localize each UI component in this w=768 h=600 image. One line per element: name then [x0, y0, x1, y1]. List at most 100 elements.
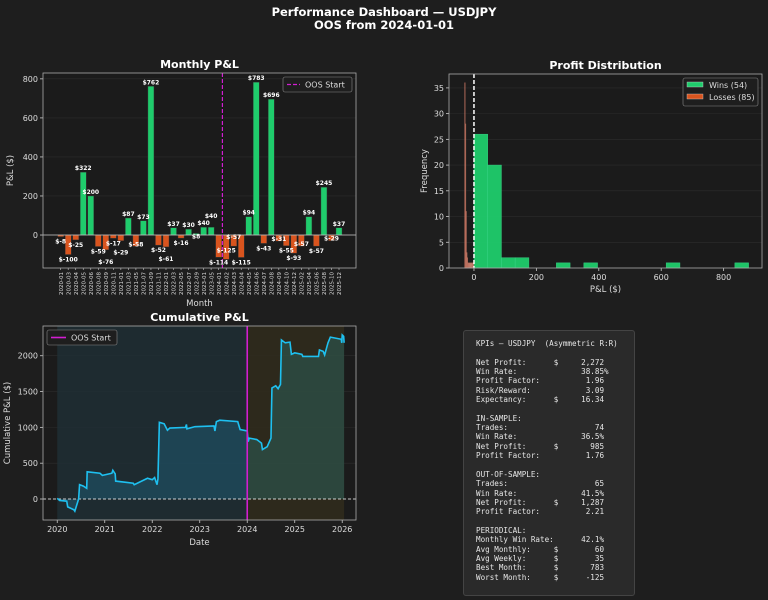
x-tick-label: 2023-05	[209, 272, 215, 295]
bar	[140, 220, 147, 236]
legend-swatch	[686, 93, 704, 100]
x-tick-label: 2025-12	[337, 272, 343, 295]
x-tick-label: 2020-05	[81, 272, 87, 295]
kpi-panel: KPIs — USDJPY (Asymmetric R:R) Net Profi…	[463, 330, 635, 596]
bar-value-label: $-59	[91, 249, 106, 256]
kpi-text: KPIs — USDJPY (Asymmetric R:R) Net Profi…	[476, 339, 618, 582]
x-tick-label: 2024-02	[224, 272, 230, 295]
bar-value-label: $-115	[232, 259, 251, 266]
x-tick-label: 2021-11	[157, 272, 163, 295]
legend: Wins (54) Losses (85)	[682, 77, 759, 107]
chart-title: Cumulative P&L	[150, 311, 249, 324]
x-tick-label: 2021-07	[142, 272, 148, 295]
x-tick-label: 2024-03	[232, 272, 238, 295]
bar	[72, 234, 79, 241]
bar-value-label: $-57	[309, 248, 324, 255]
bar	[147, 86, 155, 236]
bar	[170, 227, 177, 236]
bar-value-label: $37	[333, 221, 346, 228]
x-axis-label: P&L ($)	[590, 285, 621, 295]
bar	[155, 234, 162, 246]
bar-value-label: $8	[192, 233, 200, 240]
y-tick-label: 500	[23, 459, 38, 468]
cumulative-pnl-line	[56, 333, 345, 514]
figure-title: Performance Dashboard — USDJPY	[272, 5, 498, 19]
y-tick-label: 30	[434, 110, 444, 119]
y-tick-label: 0	[439, 264, 444, 273]
out-of-sample-fill	[247, 334, 345, 500]
bar-value-label: $696	[263, 92, 280, 99]
y-tick-label: 15	[434, 187, 444, 196]
y-tick-label: 1500	[18, 388, 38, 397]
win-bin	[514, 257, 530, 269]
win-bin	[734, 262, 749, 269]
x-tick-label: 2020	[47, 525, 67, 534]
x-tick-label: 2020-06	[89, 272, 95, 295]
x-tick-label: 2021	[95, 525, 115, 534]
bar-value-label: $94	[242, 210, 255, 217]
bar-value-label: $30	[182, 222, 195, 229]
bar	[185, 228, 192, 236]
legend-label: OOS Start	[71, 334, 111, 343]
x-tick-label: 2021-09	[149, 272, 155, 295]
x-tick-label: 2022	[142, 525, 162, 534]
x-axis-label: Date	[189, 538, 209, 548]
axes-border	[42, 325, 357, 521]
x-tick-label: 2024-08	[269, 272, 275, 295]
x-tick-label: 2025-10	[330, 272, 336, 295]
y-tick-label: 0	[33, 495, 38, 504]
x-tick-label: 0	[471, 273, 476, 282]
axes-border	[42, 72, 357, 269]
x-tick-label: 2020-01	[59, 272, 65, 295]
in-sample-fill	[57, 420, 248, 512]
bar-value-label: $-76	[98, 259, 113, 266]
x-tick-label: 600	[654, 273, 669, 282]
x-tick-label: 2025-06	[315, 272, 321, 295]
x-tick-label: 2020-11	[112, 272, 118, 295]
legend: OOS Start	[46, 329, 118, 346]
y-tick-label: 600	[23, 114, 38, 123]
bar-value-label: $-58	[128, 241, 143, 248]
x-tick-label: 2025-08	[322, 272, 328, 295]
x-tick-label: 200	[529, 273, 544, 282]
bar-value-label: $322	[75, 165, 92, 172]
bar-value-label: $-52	[151, 247, 166, 254]
bar	[200, 227, 207, 236]
y-tick-label: 1000	[18, 423, 38, 432]
bar	[87, 195, 94, 236]
bar-value-label: $783	[248, 75, 265, 82]
x-tick-label: 2020-08	[96, 272, 102, 295]
bar-value-label: $-57	[226, 234, 241, 241]
x-tick-label: 2025	[285, 525, 305, 534]
bar	[320, 186, 328, 236]
win-bin	[487, 164, 502, 269]
bar	[162, 234, 170, 248]
bar	[110, 234, 117, 239]
bar-value-label: $-114	[209, 259, 228, 266]
legend-label: Losses (85)	[709, 93, 755, 102]
x-tick-label: 2024-07	[262, 272, 268, 295]
bar-value-label: $94	[303, 210, 316, 217]
bar-value-label: $-125	[217, 247, 236, 254]
bar-value-label: $-29	[324, 236, 339, 243]
bar-value-label: $-61	[158, 256, 173, 263]
y-tick-label: 800	[23, 75, 38, 84]
x-tick-label: 2020-04	[74, 272, 80, 295]
win-bin	[501, 257, 516, 269]
x-tick-label: 2021-01	[119, 272, 125, 295]
legend-label: OOS Start	[305, 81, 345, 90]
x-tick-label: 2021-05	[134, 272, 140, 295]
bar	[95, 234, 102, 247]
figure-subtitle: OOS from 2024-01-01	[314, 18, 454, 32]
x-tick-label: 2024-04	[239, 272, 245, 295]
bar	[313, 234, 320, 247]
y-tick-label: 400	[23, 153, 38, 162]
bar-value-label: $87	[122, 211, 135, 218]
bar	[305, 216, 313, 236]
bar-value-label: $40	[197, 220, 210, 227]
y-tick-label: 2000	[18, 352, 38, 361]
bar-value-label: $40	[205, 213, 218, 220]
x-tick-label: 2026	[332, 525, 352, 534]
x-tick-label: 2022-01	[164, 272, 170, 295]
x-tick-label: 2020-09	[104, 272, 110, 295]
